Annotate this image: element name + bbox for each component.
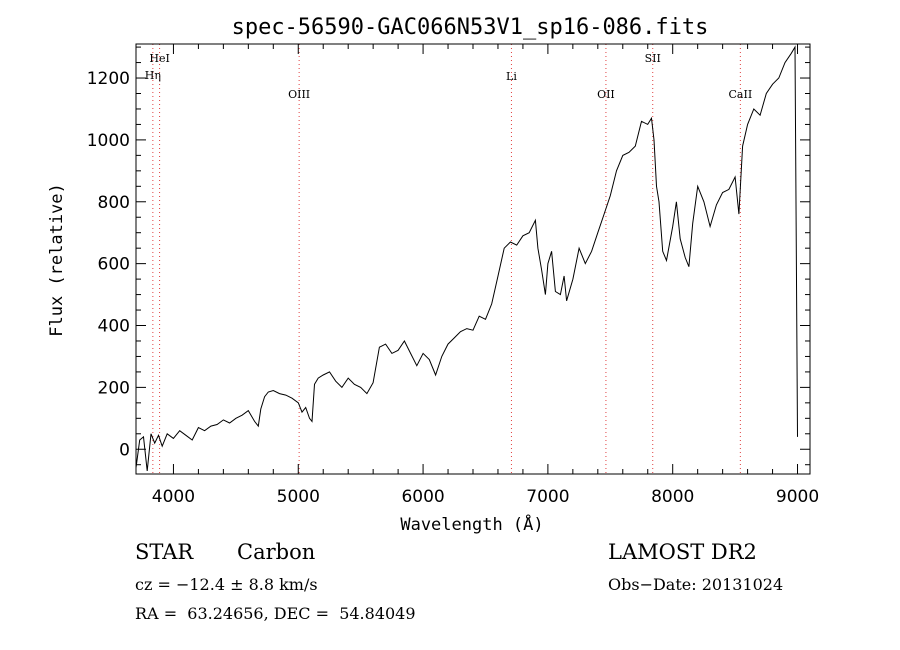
y-tick-label: 1000: [87, 131, 130, 151]
y-tick-label: 800: [98, 193, 130, 213]
x-tick-label: 7000: [526, 487, 569, 507]
y-tick-label: 400: [98, 317, 130, 337]
survey-name: LAMOST DR2: [608, 540, 757, 564]
y-axis: 0 200 400 600 800 1000 1200: [87, 46, 810, 466]
marker-label: OIII: [288, 88, 310, 101]
marker-label: OII: [597, 88, 615, 101]
y-axis-label: Flux (relative): [47, 183, 67, 337]
marker-label: Hη: [145, 69, 161, 82]
x-tick-label: 9000: [776, 487, 819, 507]
x-tick-label: 8000: [651, 487, 694, 507]
marker-labels: HeI Hη OIII Li OII SII CaII: [145, 52, 752, 101]
redshift-text: cz = −12.4 ± 8.8 km/s: [135, 575, 318, 594]
x-tick-label: 5000: [277, 487, 320, 507]
marker-label: Li: [506, 70, 517, 83]
marker-label: HeI: [149, 52, 169, 65]
spectrum-line: [135, 45, 798, 471]
coords-text: RA = 63.24656, DEC = 54.84049: [135, 604, 416, 623]
x-axis-label: Wavelength (Å): [400, 513, 543, 535]
y-tick-label: 200: [98, 378, 130, 398]
x-tick-label: 4000: [152, 487, 195, 507]
marker-lines: [152, 44, 741, 474]
object-subclass: Carbon: [237, 540, 316, 564]
x-tick-label: 6000: [401, 487, 444, 507]
y-tick-label: 0: [119, 440, 130, 460]
marker-label: CaII: [729, 88, 753, 101]
y-tick-label: 600: [98, 255, 130, 275]
obs-date-text: Obs−Date: 20131024: [608, 575, 784, 594]
object-type: STAR: [135, 540, 194, 564]
y-tick-label: 1200: [87, 69, 130, 89]
plot-frame: [135, 43, 811, 475]
series-group: [135, 45, 798, 471]
marker-label: SII: [645, 52, 661, 65]
chart-title: spec-56590-GAC066N53V1_sp16-086.fits: [232, 15, 709, 40]
x-axis: 4000 5000 6000 7000 8000 9000: [152, 44, 819, 507]
